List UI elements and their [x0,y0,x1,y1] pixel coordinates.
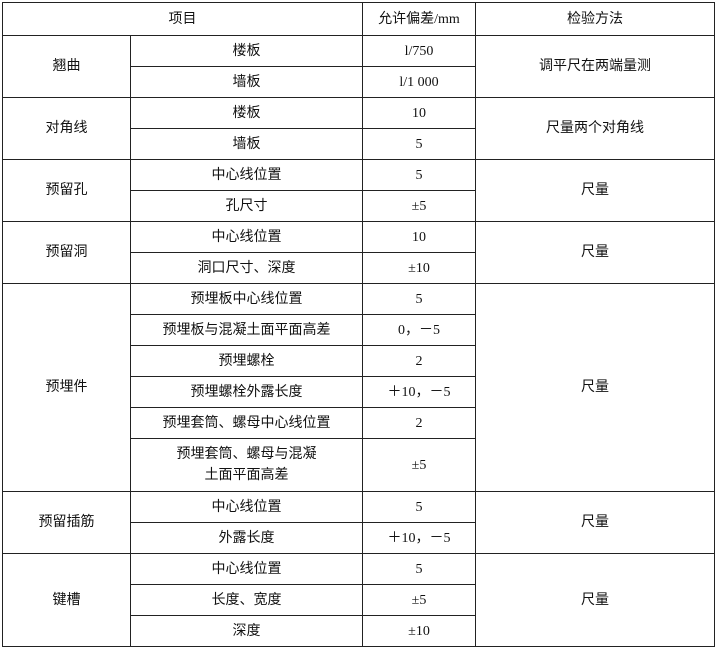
item-cell: 孔尺寸 [130,190,363,222]
header-cell: 项目 [2,2,363,36]
table-row: 外露长度 ＋10，－5 [3,522,715,554]
item-cell: 外露长度 [130,522,363,554]
tolerance-cell: ±5 [362,438,476,492]
tolerance-cell: ＋10，－5 [362,522,476,554]
item-cell: 中心线位置 [130,491,363,523]
table-row: 孔尺寸 ±5 [3,190,715,222]
method-cell: 尺量两个对角线 [475,97,715,160]
table-row: 深度 ±10 [3,615,715,647]
item-cell: 预埋螺栓外露长度 [130,376,363,408]
table-row: 预留孔 中心线位置 5 尺量 [2,159,715,222]
group-name: 预埋件 [2,283,131,492]
method-cell: 调平尺在两端量测 [475,35,715,98]
header-cell: 允许偏差/mm [362,2,476,36]
header-cell: 检验方法 [475,2,715,36]
table-row: 预埋件 预埋板中心线位置 5 尺量 [2,283,715,492]
table-row: 预埋套筒、螺母中心线位置 2 [3,407,715,439]
method-cell: 尺量 [475,491,715,554]
item-cell: 预埋板中心线位置 [130,283,363,315]
item-cell: 中心线位置 [130,553,363,585]
group-name: 预留插筋 [2,491,131,554]
table-row: 预留洞 中心线位置 10 尺量 [2,221,715,284]
item-cell: 深度 [130,615,363,647]
header-row: 项目 允许偏差/mm 检验方法 [2,2,715,36]
table-row: 对角线 楼板 10 尺量两个对角线 [2,97,715,160]
tolerance-cell: 10 [362,221,476,253]
table-body: 翘曲 楼板 l/750 调平尺在两端量测 墙板 l/1 000 对角线 楼板 10 尺量两个对角线… [2,35,715,647]
table-row: 翘曲 楼板 l/750 调平尺在两端量测 [2,35,715,98]
item-cell: 预埋套筒、螺母与混凝土面平面高差 [130,438,363,492]
tolerance-cell: l/1 000 [362,66,476,98]
group-name: 预留洞 [2,221,131,284]
tolerance-cell: 5 [362,283,476,315]
tolerance-cell: 2 [362,407,476,439]
table-row: 键槽 中心线位置 5 尺量 [2,553,715,647]
table-row: 长度、宽度 ±5 [3,584,715,616]
table-row: 预埋套筒、螺母与混凝土面平面高差 ±5 [3,438,715,492]
tolerance-cell: ±10 [362,252,476,284]
item-cell: 预埋板与混凝土面平面高差 [130,314,363,346]
tolerance-cell: 5 [362,553,476,585]
tolerance-cell: ＋10，－5 [362,376,476,408]
tolerance-cell: 5 [362,128,476,160]
item-cell: 预埋套筒、螺母中心线位置 [130,407,363,439]
method-cell: 尺量 [475,159,715,222]
item-cell: 长度、宽度 [130,584,363,616]
method-cell: 尺量 [475,553,715,647]
method-cell: 尺量 [475,283,715,492]
group-name: 预留孔 [2,159,131,222]
tolerance-cell: ±5 [362,584,476,616]
item-cell: 墙板 [130,128,363,160]
item-cell: 中心线位置 [130,159,363,191]
method-cell: 尺量 [475,221,715,284]
group-name: 键槽 [2,553,131,647]
tolerance-cell: 2 [362,345,476,377]
table-row: 洞口尺寸、深度 ±10 [3,252,715,284]
tolerance-cell: ±5 [362,190,476,222]
tolerance-cell: 0，－5 [362,314,476,346]
tolerance-table: 项目 允许偏差/mm 检验方法 翘曲 楼板 l/750 调平尺在两端量测 墙板 l/1 0… [2,2,715,647]
group-name: 对角线 [2,97,131,160]
tolerance-cell: 5 [362,159,476,191]
tolerance-cell: l/750 [362,35,476,67]
item-cell: 墙板 [130,66,363,98]
item-cell: 洞口尺寸、深度 [130,252,363,284]
item-cell: 楼板 [130,97,363,129]
item-cell: 预埋螺栓 [130,345,363,377]
tolerance-cell: 5 [362,491,476,523]
tolerance-cell: ±10 [362,615,476,647]
item-cell: 楼板 [130,35,363,67]
table-row: 预埋板与混凝土面平面高差 0，－5 [3,314,715,346]
table-row: 预留插筋 中心线位置 5 尺量 [2,491,715,554]
tolerance-cell: 10 [362,97,476,129]
group-name: 翘曲 [2,35,131,98]
item-cell: 中心线位置 [130,221,363,253]
table-row: 墙板 l/1 000 [3,66,715,98]
